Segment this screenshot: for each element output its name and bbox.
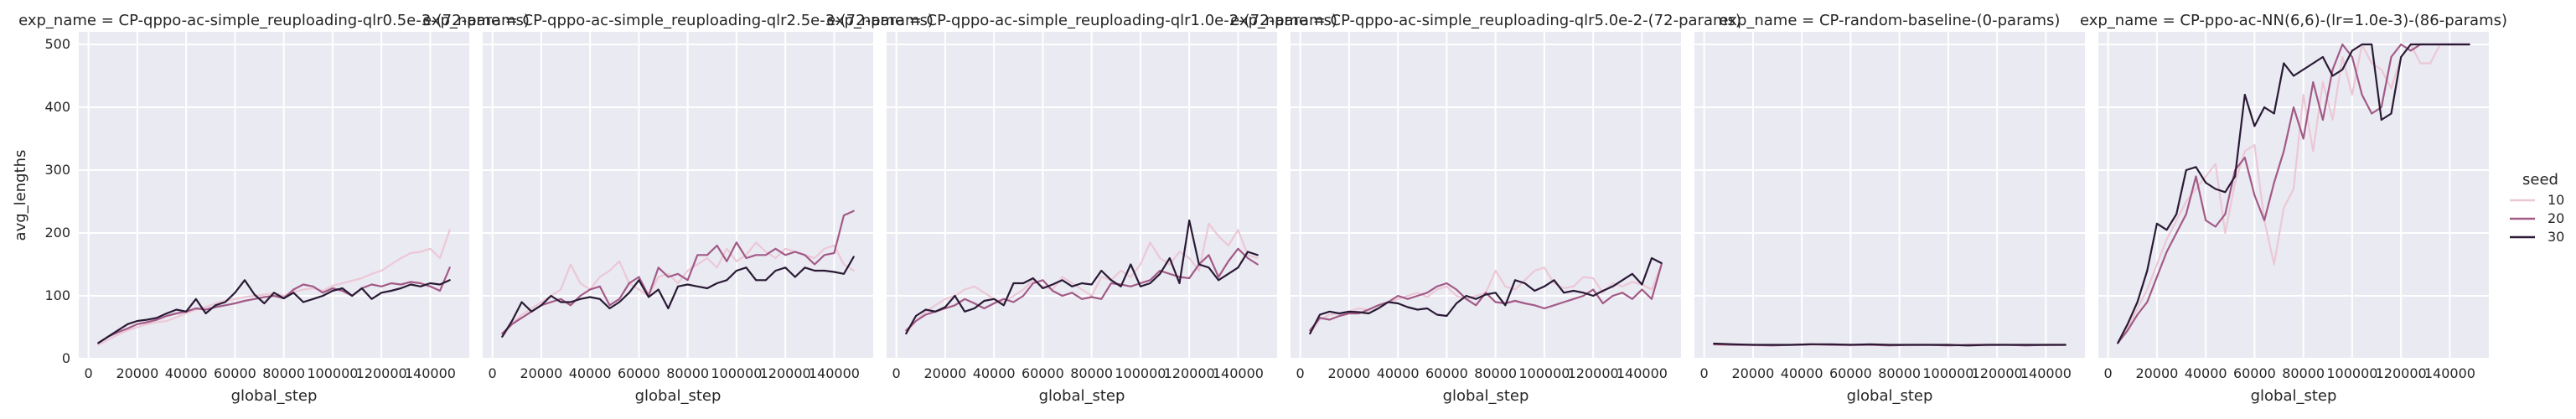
- legend-label: 30: [2548, 229, 2564, 245]
- x-tick-label: 60000: [214, 365, 256, 381]
- x-tick-label: 80000: [262, 365, 305, 381]
- x-tick-label: 100000: [1115, 365, 1166, 381]
- x-tick-label: 20000: [520, 365, 562, 381]
- x-tick-label: 120000: [356, 365, 407, 381]
- x-tick-label: 140000: [1616, 365, 1668, 381]
- x-tick-label: 80000: [1878, 365, 1921, 381]
- panel-title: exp_name = CP-qppo-ac-simple_reuploading…: [422, 12, 934, 29]
- x-tick-label: 40000: [1781, 365, 1823, 381]
- x-tick-label: 60000: [1829, 365, 1872, 381]
- x-tick-label: 140000: [2020, 365, 2072, 381]
- x-tick-label: 20000: [1327, 365, 1370, 381]
- y-tick-label: 100: [44, 287, 70, 303]
- x-tick-label: 100000: [307, 365, 358, 381]
- series-line-seed-30: [97, 279, 451, 344]
- y-tick-label: 200: [44, 225, 70, 241]
- x-tick-label: 40000: [1377, 365, 1420, 381]
- x-tick-label: 40000: [2185, 365, 2227, 381]
- y-tick-label: 300: [44, 162, 70, 178]
- series-line-seed-30: [1309, 256, 1663, 335]
- legend-title: seed: [2522, 171, 2558, 189]
- series-line-seed-20: [501, 210, 855, 335]
- x-axis-label: global_step: [635, 387, 722, 405]
- x-tick-label: 20000: [116, 365, 158, 381]
- x-tick-label: 40000: [165, 365, 208, 381]
- x-tick-label: 100000: [1922, 365, 1973, 381]
- x-tick-label: 120000: [1164, 365, 1215, 381]
- x-tick-label: 60000: [1022, 365, 1064, 381]
- y-tick-label: 400: [44, 99, 70, 115]
- x-tick-label: 80000: [2282, 365, 2325, 381]
- series-line-seed-10: [905, 222, 1259, 335]
- x-tick-label: 100000: [1518, 365, 1570, 381]
- x-tick-label: 140000: [809, 365, 860, 381]
- x-tick-label: 100000: [711, 365, 762, 381]
- panel-title: exp_name = CP-random-baseline-(0-params): [1720, 12, 2061, 29]
- x-tick-label: 20000: [1731, 365, 1774, 381]
- series-line-seed-30: [2117, 43, 2470, 344]
- x-tick-label: 80000: [1474, 365, 1517, 381]
- legend-label: 10: [2548, 192, 2564, 208]
- x-tick-label: 140000: [2424, 365, 2475, 381]
- x-tick-label: 140000: [1213, 365, 1264, 381]
- x-tick-label: 0: [1700, 365, 1709, 381]
- plot-area: [1291, 32, 1681, 359]
- plot-area: [79, 32, 469, 359]
- series-line-seed-30: [905, 219, 1259, 335]
- x-tick-label: 120000: [760, 365, 811, 381]
- y-tick-label: 0: [62, 350, 70, 366]
- y-tick-label: 500: [44, 36, 70, 52]
- x-tick-label: 100000: [2326, 365, 2377, 381]
- x-axis-label: global_step: [1443, 387, 1529, 405]
- series-line-seed-30: [501, 256, 855, 338]
- x-tick-label: 40000: [569, 365, 612, 381]
- x-tick-label: 120000: [2376, 365, 2427, 381]
- x-tick-label: 0: [1296, 365, 1305, 381]
- legend-label: 20: [2548, 210, 2564, 226]
- x-tick-label: 80000: [666, 365, 709, 381]
- x-tick-label: 0: [2104, 365, 2113, 381]
- x-tick-label: 120000: [1568, 365, 1619, 381]
- x-tick-label: 20000: [2135, 365, 2178, 381]
- series-line-seed-20: [2117, 43, 2470, 344]
- x-tick-label: 60000: [2233, 365, 2276, 381]
- x-tick-label: 140000: [405, 365, 456, 381]
- y-axis-label: avg_lengths: [12, 150, 29, 241]
- x-tick-label: 120000: [1972, 365, 2023, 381]
- x-axis-label: global_step: [1039, 387, 1125, 405]
- facet-panel: 0 100 200 300 400 500 0 20000 40000 60000 80000 100…: [12, 12, 530, 405]
- panel-title: exp_name = CP-qppo-ac-simple_reuploading…: [826, 12, 1337, 29]
- x-tick-label: 80000: [1070, 365, 1113, 381]
- x-tick-label: 60000: [618, 365, 660, 381]
- x-tick-label: 20000: [923, 365, 966, 381]
- plot-area: [483, 32, 873, 359]
- plot-area: [1694, 32, 2085, 359]
- x-tick-label: 0: [85, 365, 93, 381]
- plot-area: [2098, 32, 2489, 359]
- panel-title: exp_name = CP-ppo-ac-NN(6,6)-(lr=1.0e-3)…: [2080, 12, 2507, 29]
- panel-title: exp_name = CP-qppo-ac-simple_reuploading…: [1230, 12, 1741, 29]
- plot-area: [887, 32, 1277, 359]
- series-line-seed-30: [1713, 342, 2066, 347]
- x-axis-label: global_step: [2251, 387, 2337, 405]
- series-line-seed-20: [97, 266, 451, 344]
- panel-title: exp_name = CP-qppo-ac-simple_reuploading…: [18, 12, 530, 29]
- x-tick-label: 40000: [973, 365, 1016, 381]
- x-tick-label: 0: [489, 365, 497, 381]
- legend: seed 10 20 30: [2510, 171, 2564, 245]
- series-line-seed-20: [1309, 263, 1663, 332]
- x-axis-label: global_step: [231, 387, 318, 405]
- x-axis-label: global_step: [1847, 387, 1933, 405]
- x-tick-label: 60000: [1425, 365, 1468, 381]
- x-tick-label: 0: [892, 365, 901, 381]
